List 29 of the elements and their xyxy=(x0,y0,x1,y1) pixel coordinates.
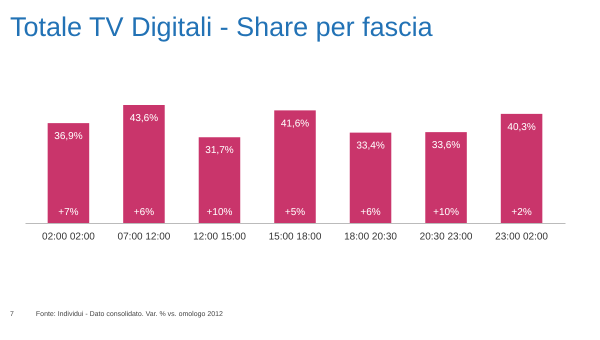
data-label: 40,3% xyxy=(507,122,536,133)
data-label: 31,7% xyxy=(205,145,234,156)
annotation: +6% xyxy=(360,207,381,218)
x-tick-label: 20:30 23:00 xyxy=(420,232,473,242)
x-tick-label: 15:00 18:00 xyxy=(268,232,322,242)
bar xyxy=(425,132,467,223)
x-tick-label: 02:00 02:00 xyxy=(42,232,96,242)
data-label: 33,4% xyxy=(356,140,385,152)
x-tick-label: 07:00 12:00 xyxy=(118,232,171,242)
bar xyxy=(274,110,316,223)
x-tick-label: 18:00 20:30 xyxy=(344,232,398,242)
data-label: 33,6% xyxy=(432,140,460,152)
annotation: +7% xyxy=(58,207,79,218)
chart-title: Totale TV Digitali - Share per fascia xyxy=(10,12,433,43)
annotation: +5% xyxy=(284,207,306,218)
data-label: 43,6% xyxy=(130,113,158,124)
bar xyxy=(48,123,90,223)
data-label: 36,9% xyxy=(54,131,83,142)
annotation: +2% xyxy=(511,207,532,218)
annotation: +6% xyxy=(134,207,154,218)
bar xyxy=(198,137,240,223)
x-tick-label: 12:00 15:00 xyxy=(193,232,246,242)
bar xyxy=(350,132,392,223)
annotation: +10% xyxy=(433,207,460,218)
data-label: 41,6% xyxy=(280,118,310,130)
bar xyxy=(123,105,165,223)
bar xyxy=(500,114,542,223)
x-tick-label: 23:00 02:00 xyxy=(495,232,548,242)
annotation: +10% xyxy=(206,207,233,218)
